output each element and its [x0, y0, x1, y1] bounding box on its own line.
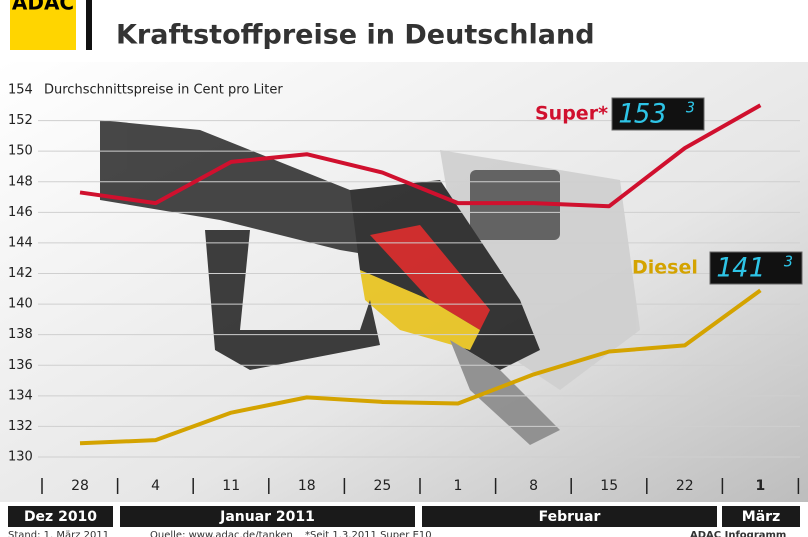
y-tick-label: 130 — [8, 450, 33, 465]
price-display-sup: 3 — [783, 253, 793, 271]
series-line — [79, 288, 762, 446]
y-tick-label: 150 — [8, 144, 33, 159]
y-tick-label: 140 — [8, 297, 33, 312]
month-bar — [722, 506, 800, 527]
footer-text: *Seit 1.3.2011 Super E10 — [305, 530, 432, 537]
x-tick-label: 15 — [600, 478, 618, 494]
x-tick-label: 1 — [454, 478, 463, 494]
month-bar — [422, 506, 717, 527]
series-line — [79, 103, 762, 209]
legend-label: Super* — [535, 103, 608, 125]
legend-label: Diesel — [632, 257, 698, 279]
y-tick-label: 136 — [8, 358, 33, 373]
footer-text: ADAC Infogramm — [690, 530, 786, 537]
price-display — [709, 251, 803, 285]
month-bar — [8, 506, 113, 527]
price-display-main: 141 — [716, 253, 765, 284]
x-tick-label: 28 — [71, 478, 89, 494]
y-tick-label: 148 — [8, 174, 33, 189]
y-tick-label: 132 — [8, 419, 33, 434]
x-tick-label: 22 — [676, 478, 694, 494]
logo-box — [10, 0, 76, 50]
y-tick-label: 154 — [8, 83, 33, 98]
x-tick-label: 8 — [529, 478, 538, 494]
y-tick-label: 146 — [8, 205, 33, 220]
x-tick-label: 18 — [298, 478, 316, 494]
x-tick-label: 4 — [151, 478, 160, 494]
month-label: Januar 2011 — [219, 509, 315, 525]
month-label: März — [742, 509, 780, 525]
y-tick-label: 144 — [8, 235, 33, 250]
chart-title: Kraftstoffpreise in Deutschland — [116, 20, 595, 51]
y-tick-label: 134 — [8, 388, 33, 403]
logo: ADAC — [12, 0, 74, 15]
x-tick-label: 25 — [373, 478, 391, 494]
footer-text: Stand: 1. März 2011 — [8, 530, 109, 537]
price-display-main: 153 — [618, 99, 667, 130]
x-tick-label: 1 — [756, 478, 766, 494]
month-label: Februar — [539, 509, 601, 525]
x-tick-label: 11 — [222, 478, 240, 494]
y-tick-label: 142 — [8, 266, 33, 281]
month-label: Dez 2010 — [24, 509, 97, 525]
y-tick-label: 152 — [8, 113, 33, 128]
subtitle: Durchschnittspreise in Cent pro Liter — [44, 83, 283, 98]
month-bar — [120, 506, 415, 527]
price-display-sup: 3 — [685, 99, 695, 117]
y-tick-label: 138 — [8, 327, 33, 342]
header-bar — [86, 0, 92, 50]
price-display — [611, 97, 705, 131]
footer-text: Quelle: www.adac.de/tanken — [150, 530, 293, 537]
